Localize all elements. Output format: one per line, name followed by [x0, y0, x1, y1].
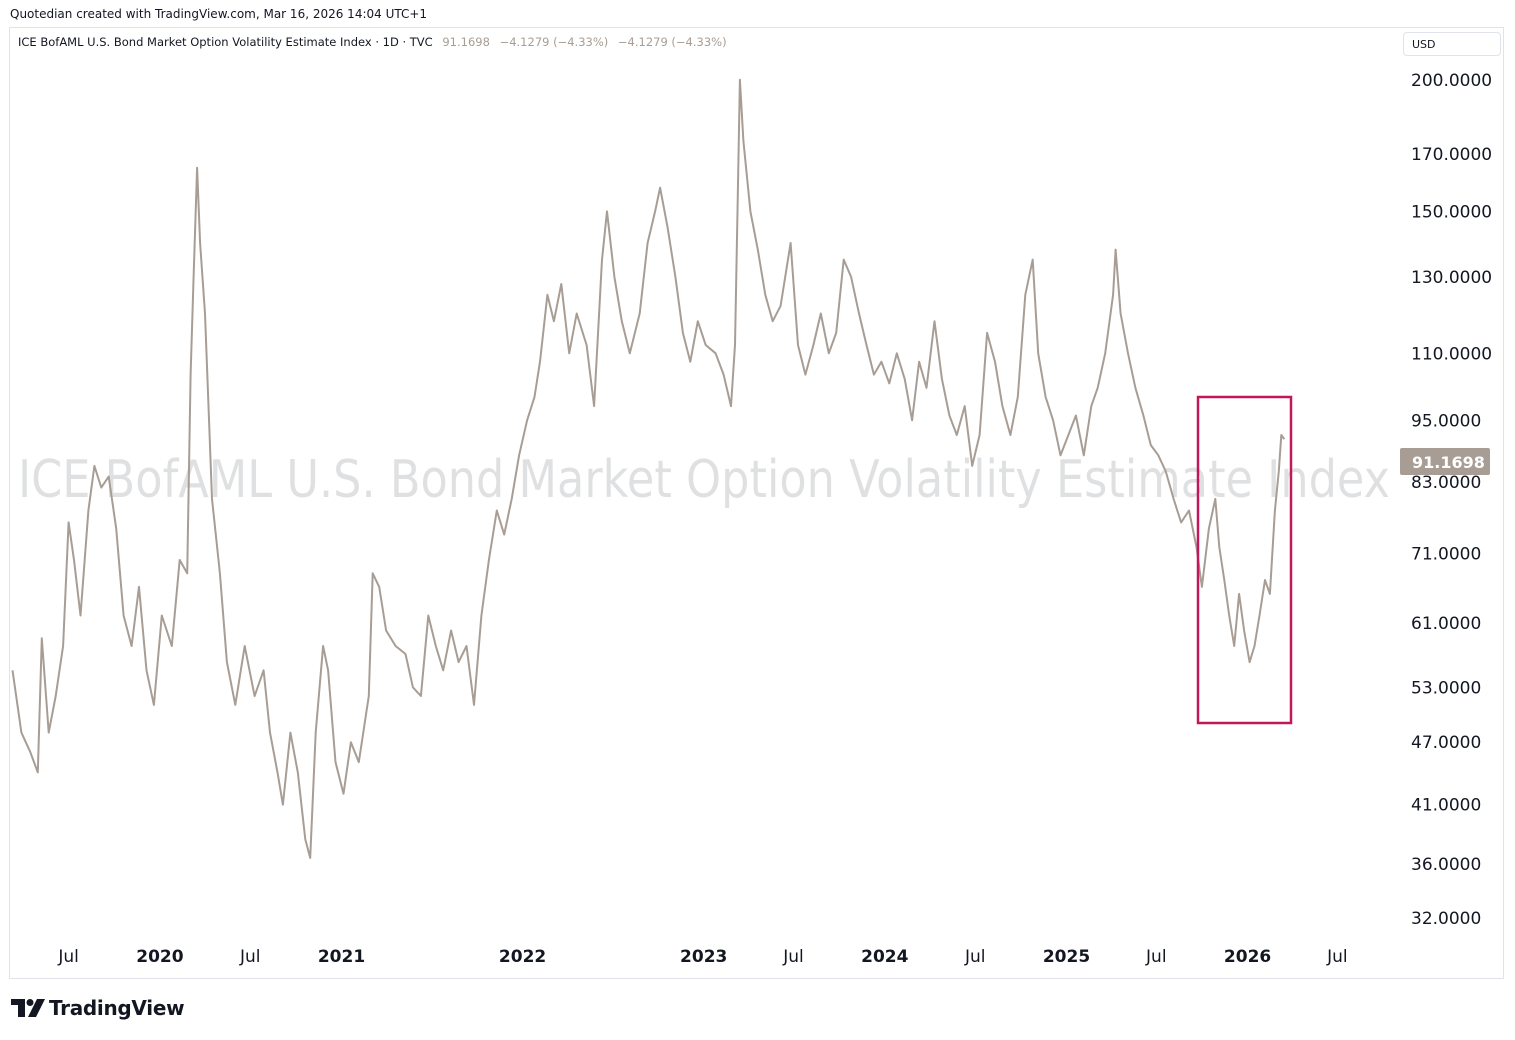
x-tick-label: Jul	[782, 947, 804, 967]
y-tick-label: 32.0000	[1411, 909, 1481, 929]
y-tick-label: 150.0000	[1411, 202, 1492, 222]
creator-credit: Quotedian created with TradingView.com, …	[10, 7, 428, 21]
brand-name: TradingView	[49, 996, 185, 1020]
x-tick-label: Jul	[1145, 947, 1167, 967]
x-tick-label: Jul	[239, 947, 261, 967]
legend-last-value: 91.1698	[442, 35, 490, 49]
x-tick-label: Jul	[1326, 947, 1348, 967]
highlight-box	[1196, 395, 1293, 725]
y-tick-label: 36.0000	[1411, 855, 1481, 875]
y-tick-label: 200.0000	[1411, 71, 1492, 91]
y-tick-label: 71.0000	[1411, 545, 1481, 565]
tradingview-logo-icon	[11, 999, 45, 1017]
y-tick-label: 130.0000	[1411, 268, 1492, 288]
y-tick-label: 47.0000	[1411, 733, 1481, 753]
last-price-label: 91.1698	[1400, 448, 1490, 475]
y-tick-label: 53.0000	[1411, 678, 1481, 698]
legend-change-alt: −4.1279 (−4.33%)	[617, 35, 727, 49]
series-line[interactable]	[11, 78, 1286, 859]
x-tick-label: 2025	[1043, 947, 1090, 967]
x-tick-label: 2026	[1224, 947, 1271, 967]
x-axis: Jul 2020 Jul 2021 2022 2023 Jul 2024 Jul 2025 Jul 2…	[57, 947, 1347, 967]
currency-selector[interactable]: USD	[1403, 32, 1501, 56]
x-tick-label: Jul	[57, 947, 79, 967]
last-price-value: 91.1698	[1412, 453, 1485, 472]
x-tick-label: Jul	[964, 947, 986, 967]
x-tick-label: 2021	[318, 947, 365, 967]
legend-change: −4.1279 (−4.33%)	[499, 35, 609, 49]
y-tick-label: 170.0000	[1411, 145, 1492, 165]
x-tick-label: 2020	[136, 947, 183, 967]
legend-title: ICE BofAML U.S. Bond Market Option Volat…	[18, 35, 433, 49]
tradingview-brand[interactable]: TradingView	[11, 996, 185, 1020]
x-tick-label: 2023	[680, 947, 727, 967]
y-tick-label: 83.0000	[1411, 473, 1481, 493]
y-tick-label: 95.0000	[1411, 411, 1481, 431]
symbol-legend[interactable]: ICE BofAML U.S. Bond Market Option Volat…	[18, 35, 727, 49]
symbol-watermark: ICE BofAML U.S. Bond Market Option Volat…	[18, 450, 1390, 510]
y-tick-label: 61.0000	[1411, 614, 1481, 634]
y-tick-label: 110.0000	[1411, 344, 1492, 364]
chart-frame	[9, 27, 1504, 979]
x-tick-label: 2024	[861, 947, 908, 967]
x-tick-label: 2022	[499, 947, 546, 967]
y-axis: 200.0000 170.0000 150.0000 130.0000 110.0000…	[1411, 71, 1492, 929]
y-tick-label: 41.0000	[1411, 796, 1481, 816]
